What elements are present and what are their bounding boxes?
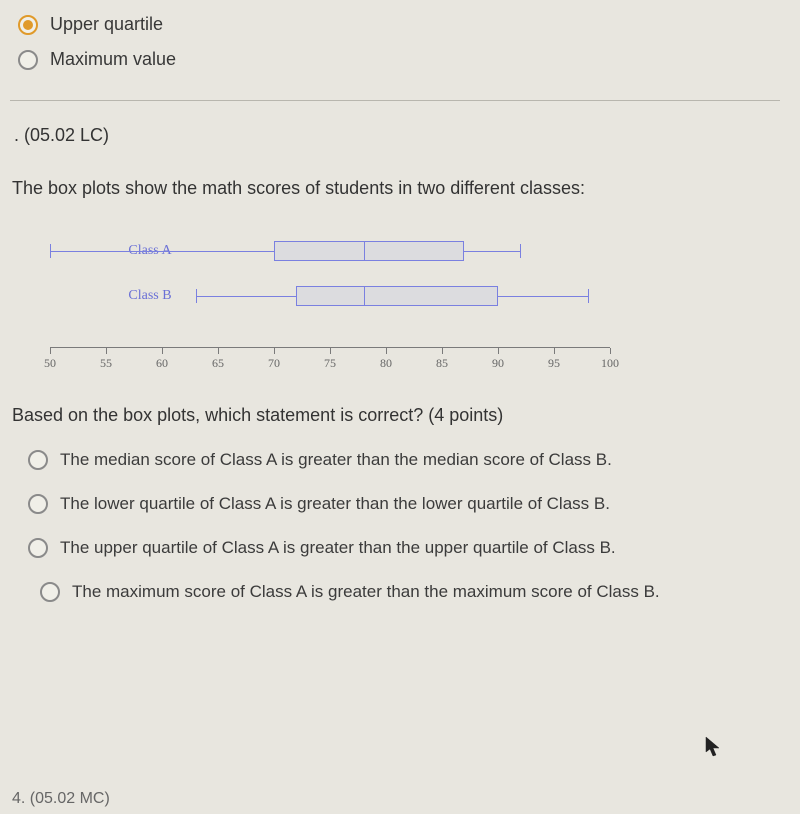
axis-tick-label: 75 [324, 356, 336, 371]
axis-tick [554, 348, 555, 354]
question-divider [10, 100, 780, 101]
axis-tick-label: 55 [100, 356, 112, 371]
radio-icon [18, 50, 38, 70]
axis-tick [218, 348, 219, 354]
radio-icon [18, 15, 38, 35]
axis-tick [106, 348, 107, 354]
axis-tick-label: 80 [380, 356, 392, 371]
next-question-code: 4. (05.02 MC) [12, 790, 110, 808]
axis-tick-label: 70 [268, 356, 280, 371]
boxplot-series [50, 286, 610, 306]
boxplot-series [50, 241, 610, 261]
answer-option-3[interactable]: The maximum score of Class A is greater … [40, 582, 780, 602]
radio-icon [40, 582, 60, 602]
question-prompt: Based on the box plots, which statement … [12, 405, 780, 426]
axis-tick [442, 348, 443, 354]
axis-tick-label: 90 [492, 356, 504, 371]
axis-tick-label: 60 [156, 356, 168, 371]
axis-tick-label: 85 [436, 356, 448, 371]
answer-label: The maximum score of Class A is greater … [72, 582, 660, 602]
answer-label: The upper quartile of Class A is greater… [60, 538, 616, 558]
question-code: . (05.02 LC) [14, 125, 780, 146]
radio-icon [28, 450, 48, 470]
radio-icon [28, 538, 48, 558]
axis-tick-label: 95 [548, 356, 560, 371]
answer-option-2[interactable]: The upper quartile of Class A is greater… [28, 538, 780, 558]
axis-tick-label: 50 [44, 356, 56, 371]
boxplot-chart: Class AClass B 50556065707580859095100 [50, 231, 610, 375]
cursor-icon [705, 736, 723, 758]
answer-option-0[interactable]: The median score of Class A is greater t… [28, 450, 780, 470]
prev-option-maximum-value[interactable]: Maximum value [18, 49, 780, 70]
option-label: Upper quartile [50, 14, 163, 35]
answer-label: The lower quartile of Class A is greater… [60, 494, 610, 514]
axis-tick [50, 348, 51, 354]
axis-tick [386, 348, 387, 354]
axis-tick [330, 348, 331, 354]
axis-tick [274, 348, 275, 354]
radio-icon [28, 494, 48, 514]
axis-tick-label: 65 [212, 356, 224, 371]
answer-label: The median score of Class A is greater t… [60, 450, 612, 470]
axis-tick-label: 100 [601, 356, 619, 371]
axis-tick [498, 348, 499, 354]
question-stem: The box plots show the math scores of st… [12, 176, 780, 201]
axis-tick [610, 348, 611, 354]
prev-option-upper-quartile[interactable]: Upper quartile [18, 14, 780, 35]
answer-option-1[interactable]: The lower quartile of Class A is greater… [28, 494, 780, 514]
axis-tick [162, 348, 163, 354]
option-label: Maximum value [50, 49, 176, 70]
